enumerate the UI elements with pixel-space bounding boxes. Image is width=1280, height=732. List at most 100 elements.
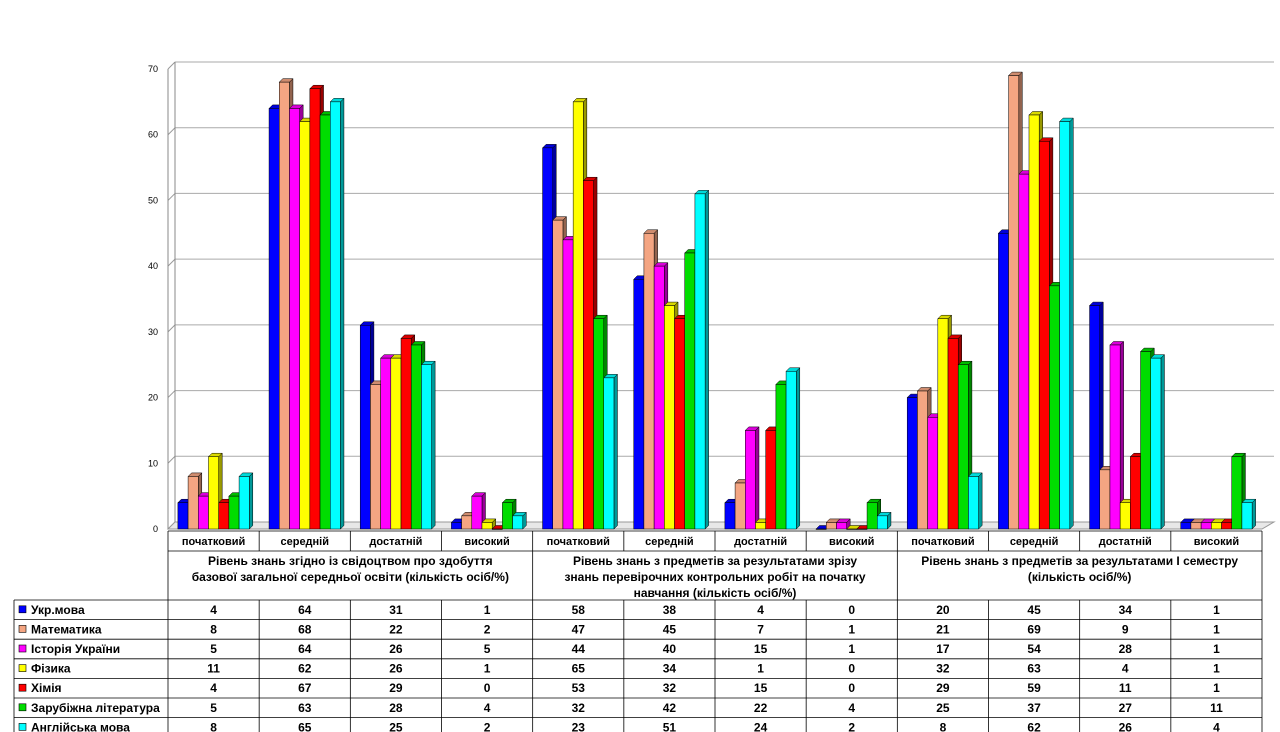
category-label: середній (280, 536, 329, 548)
table-cell-value: 0 (848, 681, 855, 695)
table-cell-value: 64 (298, 642, 312, 656)
legend-key (18, 723, 27, 731)
legend-label: Укр.мова (31, 603, 85, 617)
legend-key (18, 664, 27, 672)
table-cell-value: 65 (572, 662, 586, 676)
table-cell-value: 5 (210, 642, 217, 656)
legend-key (18, 644, 27, 653)
bar (238, 472, 254, 530)
table-cell-value: 51 (663, 720, 677, 732)
bar (1150, 354, 1166, 530)
table-cell-value: 64 (298, 603, 312, 617)
group-title: Рівень знань з предметів за результатами… (921, 554, 1238, 568)
table-cell-value: 28 (1119, 642, 1133, 656)
table-cell-value: 1 (1213, 622, 1220, 636)
y-tick-label: 30 (148, 327, 158, 337)
category-label: початковий (182, 536, 245, 548)
table-cell-value: 22 (754, 701, 768, 715)
table-cell-value: 4 (1213, 720, 1220, 732)
table-cell-value: 1 (757, 662, 764, 676)
table-cell-value: 44 (572, 642, 586, 656)
table-cell-value: 69 (1027, 622, 1041, 636)
table-cell-value: 5 (210, 701, 217, 715)
table-cell-value: 2 (484, 720, 491, 732)
gridline-depth (167, 455, 176, 464)
table-cell-value: 25 (389, 720, 403, 732)
table-cell-value: 37 (1027, 701, 1041, 715)
table-cell-value: 2 (848, 720, 855, 732)
table-cell-value: 23 (572, 720, 586, 732)
table-cell-value: 32 (572, 701, 586, 715)
table-cell-value: 11 (1210, 701, 1223, 715)
table-cell-value: 4 (484, 701, 491, 715)
bar (329, 97, 345, 530)
table-cell-value: 1 (1213, 662, 1220, 676)
table-cell-value: 20 (936, 603, 950, 617)
legend-label: Історія України (31, 642, 120, 656)
bar (1241, 498, 1257, 530)
bar (1109, 340, 1125, 530)
category-label: початковий (547, 536, 610, 548)
gridline-depth (167, 127, 176, 136)
legend-label: Зарубіжна література (31, 701, 160, 715)
legend-key (18, 703, 27, 712)
table-cell-value: 2 (484, 622, 491, 636)
table-cell-value: 38 (663, 603, 677, 617)
table-cell-value: 27 (1119, 701, 1133, 715)
bar (876, 511, 892, 530)
group-title: навчання (кількість осіб/%) (634, 586, 797, 600)
legend-key (18, 605, 27, 614)
y-tick-label: 10 (148, 458, 158, 468)
legend-label: Математика (31, 622, 102, 636)
legend-key (18, 683, 27, 692)
category-label: середній (1010, 536, 1059, 548)
chart-floor (166, 521, 1276, 530)
category-label: високий (464, 536, 509, 548)
table-cell-value: 0 (848, 603, 855, 617)
table-cell-value: 1 (848, 622, 855, 636)
gridlines (166, 61, 1276, 530)
table-cell-value: 4 (210, 603, 217, 617)
bar (511, 511, 527, 530)
y-tick-label: 40 (148, 261, 158, 271)
bar (744, 426, 760, 530)
table-cell-value: 34 (663, 662, 677, 676)
group-title: знань перевірочних контрольних робіт на … (564, 570, 865, 584)
table-cell-value: 15 (754, 642, 768, 656)
category-label: високий (829, 536, 874, 548)
table-cell-value: 63 (298, 701, 312, 715)
table-cell-value: 4 (848, 701, 855, 715)
table-cell-value: 15 (754, 681, 768, 695)
table-cell-value: 4 (1122, 662, 1129, 676)
table-cell-value: 26 (389, 662, 403, 676)
group-title: Рівень знань з предметів за результатами… (573, 554, 857, 568)
bar (603, 373, 619, 530)
table-cell-value: 1 (484, 662, 491, 676)
y-axis: 0 10 20 30 40 50 60 70 (148, 62, 176, 534)
table-cell-value: 11 (1119, 681, 1132, 695)
table-cell-value: 67 (298, 681, 312, 695)
table-cell-value: 28 (389, 701, 403, 715)
table-cell-value: 4 (757, 603, 764, 617)
table-cell-value: 58 (572, 603, 586, 617)
y-tick-label: 20 (148, 393, 158, 403)
table-cell-value: 24 (754, 720, 768, 732)
bar (835, 518, 851, 530)
category-label: достатній (369, 536, 422, 548)
table-cell-value: 65 (298, 720, 312, 732)
table-cell-value: 53 (572, 681, 586, 695)
data-table: початковий середній достатній високий початк… (13, 530, 1263, 732)
y-tick-label: 0 (153, 524, 158, 534)
legend-label: Хімія (31, 681, 62, 695)
table-cell-value: 0 (484, 681, 491, 695)
legend-label: Англійська мова (31, 720, 130, 732)
table-cell-value: 1 (848, 642, 855, 656)
table-cell-value: 17 (936, 642, 950, 656)
table-cell-value: 29 (389, 681, 403, 695)
table-cell-value: 1 (484, 603, 491, 617)
table-cell-value: 8 (210, 720, 217, 732)
category-label: високий (1194, 536, 1239, 548)
table-cell-value: 63 (1027, 662, 1041, 676)
table-cell-value: 29 (936, 681, 950, 695)
